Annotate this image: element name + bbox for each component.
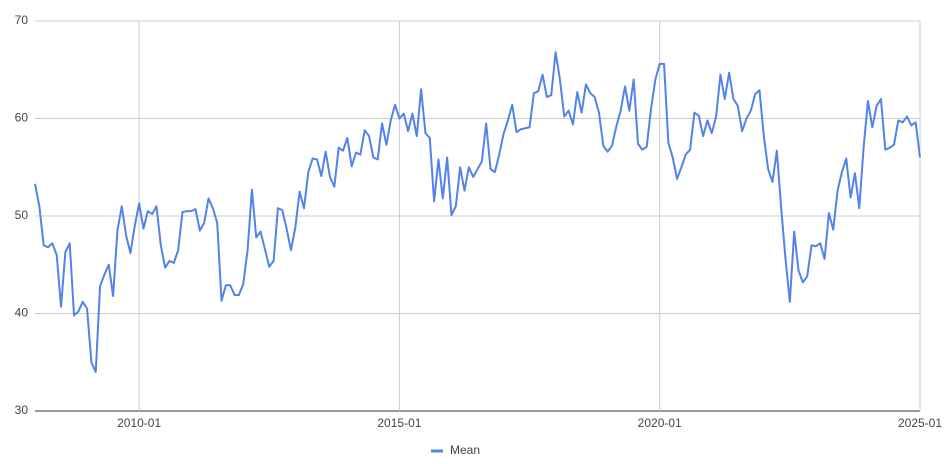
x-tick-label: 2025-01 [898,416,942,430]
line-series [34,51,921,373]
x-tick-label: 2020-01 [638,416,682,430]
y-tick-label: 60 [15,111,29,125]
x-tick-label: 2010-01 [117,416,161,430]
y-tick-label: 30 [15,403,29,417]
y-tick-label: 50 [15,208,29,222]
legend-label: Mean [450,443,480,457]
x-tick-label: 2015-01 [377,416,421,430]
y-tick-label: 40 [15,306,29,320]
y-tick-label: 70 [15,13,29,27]
